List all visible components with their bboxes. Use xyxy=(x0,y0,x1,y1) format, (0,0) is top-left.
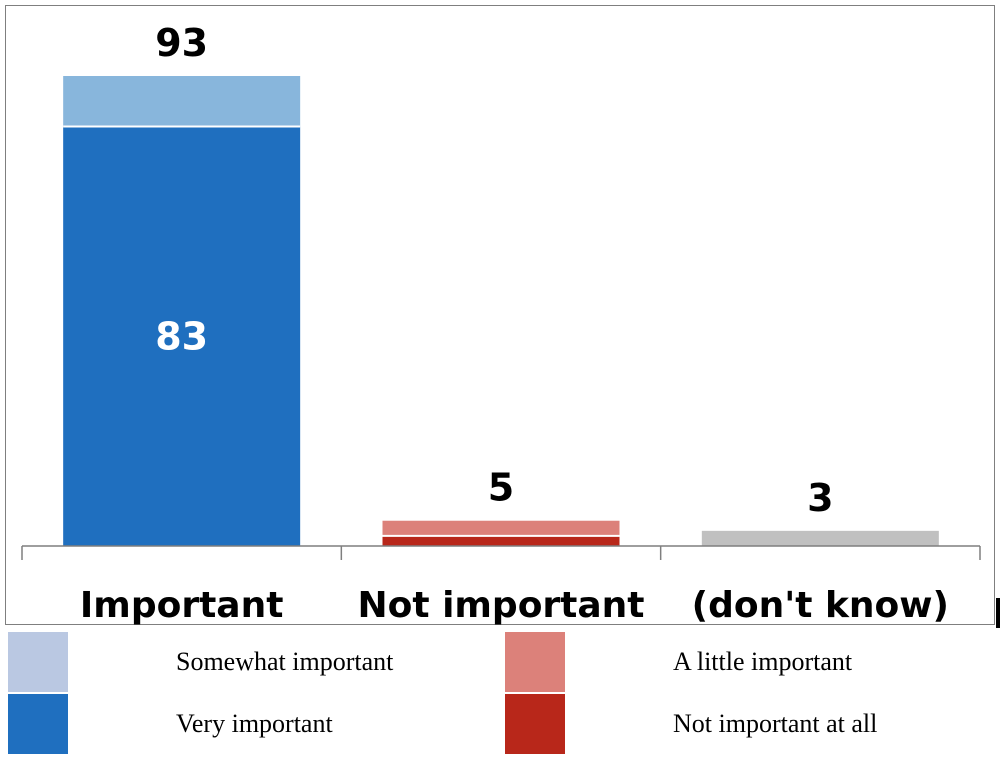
legend-swatch-a-little-important xyxy=(505,632,565,692)
bar-segment-not-important-a-little-important xyxy=(382,520,620,536)
bar-segment-not-important-not-important-at-all xyxy=(382,535,620,546)
bar-segment-don-t-know-don-t-know xyxy=(701,530,939,546)
bar-segment-important-very-important xyxy=(63,126,301,547)
inner-label-important: 83 xyxy=(155,314,208,358)
legend-label-not-important-at-all: Not important at all xyxy=(673,709,878,738)
total-label-not-important: 5 xyxy=(488,466,514,510)
stacked-bar-chart: 93 83 Important 5 Not important 3 (don't know) xyxy=(21,21,981,626)
category-label-important: Important xyxy=(80,585,284,626)
legend-swatch-not-important-at-all xyxy=(505,694,565,754)
total-label-don-t-know: 3 xyxy=(807,476,833,520)
legend-swatch-somewhat-important xyxy=(8,632,68,692)
legend-swatch-very-important xyxy=(8,694,68,754)
legend-label-somewhat-important: Somewhat important xyxy=(176,647,394,676)
category-label-not-important: Not important xyxy=(357,585,644,626)
total-label-important: 93 xyxy=(155,21,208,65)
frame-edge-mark xyxy=(996,598,1000,628)
legend-label-a-little-important: A little important xyxy=(673,647,853,676)
legend-label-very-important: Very important xyxy=(176,709,333,738)
legend: Somewhat important A little important Ve… xyxy=(0,628,1003,758)
category-label-don-t-know: (don't know) xyxy=(692,585,949,626)
chart-area xyxy=(5,5,995,625)
bar-segment-important-somewhat-important xyxy=(63,76,301,127)
